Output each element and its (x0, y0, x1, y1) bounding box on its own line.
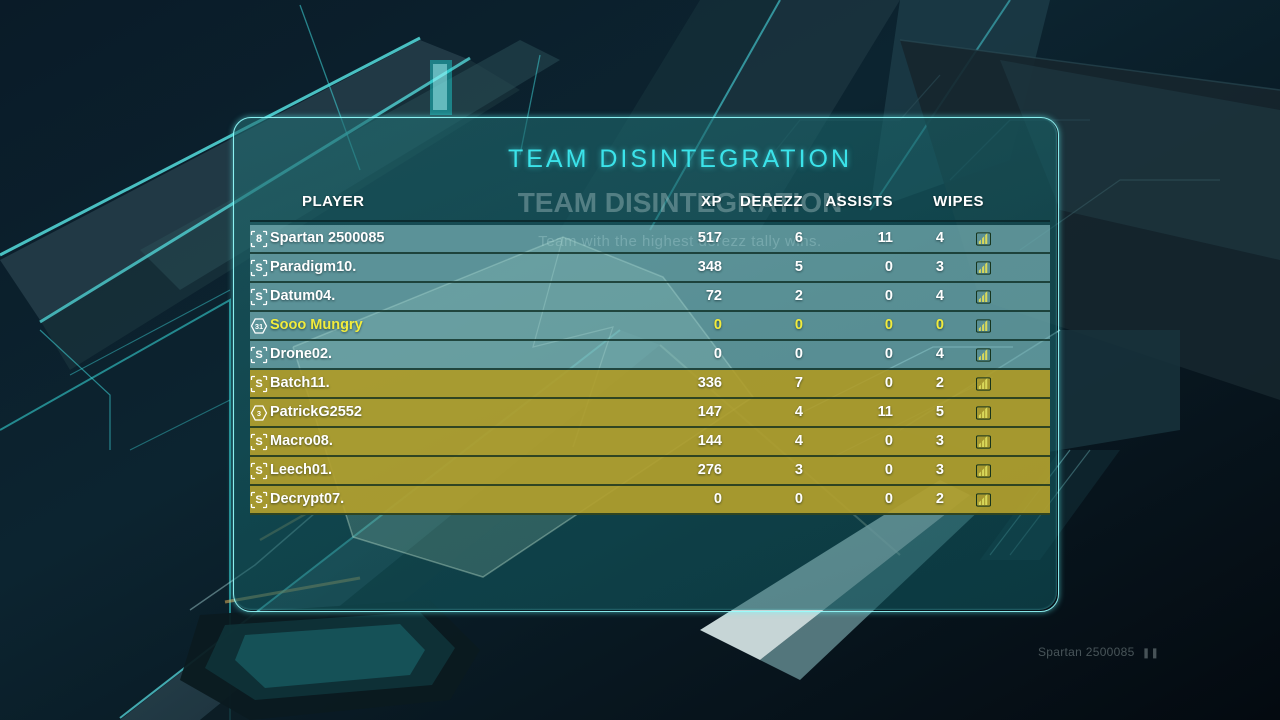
svg-text:S: S (255, 378, 262, 390)
svg-text:S: S (255, 436, 262, 448)
svg-text:S: S (255, 494, 262, 506)
svg-text:8: 8 (256, 233, 262, 245)
svg-text:S: S (255, 349, 262, 361)
svg-text:S: S (255, 262, 262, 274)
svg-text:3: 3 (257, 409, 261, 418)
svg-text:S: S (255, 291, 262, 303)
svg-text:31: 31 (255, 322, 263, 331)
svg-text:S: S (255, 465, 262, 477)
